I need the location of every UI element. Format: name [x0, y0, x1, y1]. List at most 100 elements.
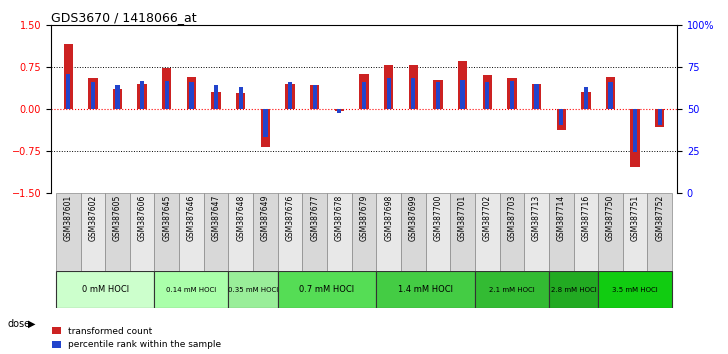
Text: 0 mM HOCl: 0 mM HOCl — [82, 285, 129, 294]
Bar — [211, 92, 221, 109]
Bar — [623, 193, 647, 271]
Bar — [335, 109, 344, 112]
Bar — [214, 85, 218, 109]
Bar — [63, 44, 73, 109]
Bar — [165, 81, 169, 109]
Text: 0.7 mM HOCl: 0.7 mM HOCl — [299, 285, 355, 294]
Bar — [229, 193, 253, 271]
Bar — [609, 82, 612, 109]
Bar — [507, 78, 517, 109]
Text: GSM387701: GSM387701 — [458, 195, 467, 241]
Bar — [302, 193, 327, 271]
Bar — [556, 109, 566, 130]
Text: GSM387647: GSM387647 — [212, 195, 221, 241]
Bar — [598, 193, 623, 271]
Bar — [113, 89, 122, 109]
Bar — [189, 82, 194, 109]
Text: GSM387679: GSM387679 — [360, 195, 368, 241]
Bar — [426, 193, 451, 271]
Bar — [88, 78, 98, 109]
Bar — [91, 82, 95, 109]
Bar — [524, 193, 549, 271]
Bar — [401, 193, 426, 271]
Text: GSM387605: GSM387605 — [113, 195, 122, 241]
Bar — [277, 193, 302, 271]
Text: GSM387645: GSM387645 — [162, 195, 171, 241]
Text: GSM387713: GSM387713 — [532, 195, 541, 241]
Bar — [630, 109, 640, 167]
Bar — [204, 193, 229, 271]
Bar — [229, 271, 277, 308]
Bar — [510, 81, 514, 109]
Text: GSM387649: GSM387649 — [261, 195, 270, 241]
Text: GSM387751: GSM387751 — [630, 195, 640, 241]
Bar — [261, 109, 270, 147]
Text: 2.8 mM HOCl: 2.8 mM HOCl — [550, 287, 596, 293]
Bar — [179, 193, 204, 271]
Bar — [352, 193, 376, 271]
Text: 3.5 mM HOCl: 3.5 mM HOCl — [612, 287, 658, 293]
Bar — [362, 82, 366, 109]
Bar — [154, 271, 229, 308]
Bar — [66, 74, 71, 109]
Bar — [549, 193, 574, 271]
Bar — [312, 85, 317, 109]
Bar — [408, 65, 418, 109]
Bar — [458, 61, 467, 109]
Bar — [657, 109, 662, 125]
Bar — [475, 193, 499, 271]
Text: GSM387698: GSM387698 — [384, 195, 393, 241]
Bar — [154, 193, 179, 271]
Bar — [81, 193, 105, 271]
Bar — [253, 193, 277, 271]
Bar — [574, 193, 598, 271]
Bar — [633, 109, 637, 152]
Bar — [655, 109, 665, 127]
Bar — [606, 77, 615, 109]
Text: GSM387648: GSM387648 — [237, 195, 245, 241]
Bar — [483, 75, 492, 109]
Text: GSM387750: GSM387750 — [606, 195, 615, 241]
Bar — [485, 82, 489, 109]
Bar — [647, 193, 672, 271]
Bar — [105, 193, 130, 271]
Bar — [376, 271, 475, 308]
Text: 2.1 mM HOCl: 2.1 mM HOCl — [489, 287, 535, 293]
Bar — [264, 109, 267, 137]
Text: 1.4 mM HOCl: 1.4 mM HOCl — [398, 285, 453, 294]
Text: GSM387702: GSM387702 — [483, 195, 491, 241]
Bar — [187, 78, 196, 109]
Text: GSM387678: GSM387678 — [335, 195, 344, 241]
Bar — [236, 93, 245, 109]
Bar — [288, 82, 292, 109]
Bar — [451, 193, 475, 271]
Bar — [534, 84, 539, 109]
Text: 0.35 mM HOCl: 0.35 mM HOCl — [228, 287, 278, 293]
Text: GSM387601: GSM387601 — [64, 195, 73, 241]
Bar — [499, 193, 524, 271]
Text: dose: dose — [7, 319, 31, 329]
Text: GSM387699: GSM387699 — [409, 195, 418, 241]
Text: GSM387602: GSM387602 — [88, 195, 98, 241]
Text: 0.14 mM HOCl: 0.14 mM HOCl — [166, 287, 217, 293]
Bar — [549, 271, 598, 308]
Text: GSM387714: GSM387714 — [557, 195, 566, 241]
Bar — [581, 92, 590, 109]
Text: GSM387677: GSM387677 — [310, 195, 319, 241]
Bar — [475, 271, 549, 308]
Bar — [376, 193, 401, 271]
Bar — [598, 271, 672, 308]
Bar — [337, 109, 341, 113]
Text: GSM387752: GSM387752 — [655, 195, 664, 241]
Bar — [56, 271, 154, 308]
Bar — [532, 84, 541, 109]
Text: GSM387703: GSM387703 — [507, 195, 516, 241]
Bar — [116, 85, 119, 109]
Bar — [310, 85, 320, 109]
Bar — [239, 87, 243, 109]
Bar — [559, 109, 563, 125]
Bar — [56, 193, 81, 271]
Bar — [436, 82, 440, 109]
Bar — [162, 68, 172, 109]
Text: GSM387676: GSM387676 — [285, 195, 295, 241]
